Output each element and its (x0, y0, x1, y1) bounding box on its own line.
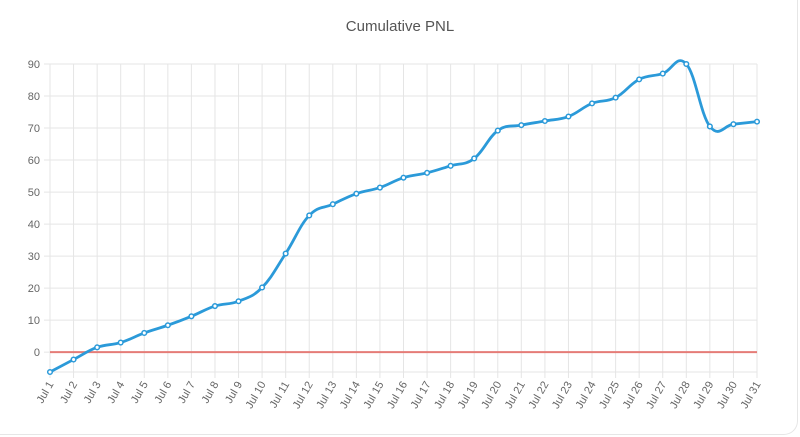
data-point[interactable] (94, 344, 101, 351)
x-tick-label: Jul 18 (432, 380, 457, 411)
y-tick-label: 50 (28, 187, 40, 199)
x-tick-label: Jul 20 (479, 380, 504, 411)
x-tick-label: Jul 21 (503, 380, 528, 411)
data-point[interactable] (164, 322, 171, 329)
data-point[interactable] (259, 284, 266, 291)
x-tick-label: Jul 22 (526, 380, 551, 411)
y-tick-label: 10 (28, 315, 40, 327)
data-point[interactable] (636, 76, 643, 83)
data-point[interactable] (541, 117, 548, 125)
data-point[interactable] (730, 121, 737, 128)
y-tick-label: 90 (28, 59, 40, 71)
data-point[interactable] (659, 70, 666, 77)
x-tick-label: Jul 6 (152, 380, 174, 406)
x-tick-label: Jul 23 (550, 380, 575, 411)
grid-layer (44, 63, 758, 378)
x-tick-label: Jul 8 (200, 380, 222, 406)
x-tick-label: Jul 2 (58, 380, 80, 406)
x-tick-label: Jul 26 (621, 380, 646, 411)
data-point[interactable] (683, 60, 690, 68)
x-tick-label: Jul 30 (715, 380, 740, 411)
y-axis-ticks: 0 10 20 30 40 50 60 70 80 90 (28, 59, 40, 359)
x-tick-label: Jul 1 (35, 380, 57, 406)
series-layer (46, 59, 761, 376)
y-tick-label: 70 (28, 123, 40, 135)
y-tick-label: 60 (28, 155, 40, 167)
data-point[interactable] (306, 212, 313, 219)
data-point[interactable] (588, 100, 596, 107)
x-tick-label: Jul 19 (456, 380, 481, 411)
data-point[interactable] (188, 313, 195, 320)
x-tick-label: Jul 16 (385, 380, 410, 411)
x-tick-label: Jul 10 (244, 380, 269, 411)
y-tick-label: 30 (28, 251, 40, 263)
data-point[interactable] (141, 329, 148, 336)
data-point[interactable] (518, 122, 525, 129)
x-axis-ticks: Jul 1 Jul 2 Jul 3 Jul 4 Jul 5 Jul 6 Jul 7 Jul 8… (35, 380, 764, 411)
data-point[interactable] (706, 123, 713, 130)
y-tick-label: 20 (28, 283, 40, 295)
x-tick-label: Jul 3 (82, 380, 104, 406)
data-point[interactable] (117, 339, 124, 346)
y-tick-label: 40 (28, 219, 40, 231)
data-point[interactable] (612, 94, 619, 101)
x-tick-label: Jul 4 (105, 380, 127, 406)
data-point[interactable] (753, 118, 761, 125)
x-tick-label: Jul 11 (268, 380, 293, 411)
data-point[interactable] (46, 368, 54, 376)
x-tick-label: Jul 24 (574, 380, 599, 411)
data-point[interactable] (282, 250, 289, 257)
x-tick-label: Jul 29 (691, 380, 716, 411)
y-tick-label: 0 (34, 347, 40, 359)
data-point[interactable] (235, 298, 242, 305)
data-point[interactable] (70, 356, 77, 363)
x-tick-label: Jul 5 (129, 380, 151, 406)
x-tick-label: Jul 13 (314, 380, 339, 411)
x-tick-label: Jul 15 (361, 380, 386, 411)
data-point[interactable] (329, 201, 336, 208)
x-tick-label: Jul 14 (338, 380, 363, 411)
data-point[interactable] (400, 174, 407, 181)
data-point[interactable] (565, 113, 572, 120)
data-point[interactable] (376, 184, 383, 191)
x-tick-label: Jul 28 (668, 380, 693, 411)
data-point[interactable] (494, 127, 501, 134)
x-tick-label: Jul 12 (291, 380, 316, 411)
x-tick-label: Jul 9 (223, 380, 245, 406)
chart-title: Cumulative PNL (345, 18, 455, 35)
y-tick-label: 80 (28, 91, 40, 103)
x-tick-label: Jul 27 (644, 380, 669, 411)
data-point[interactable] (471, 155, 478, 162)
x-tick-label: Jul 7 (176, 380, 198, 406)
data-point[interactable] (353, 190, 360, 197)
data-point[interactable] (447, 162, 454, 169)
data-point[interactable] (424, 169, 431, 176)
x-tick-label: Jul 17 (409, 380, 434, 411)
x-tick-label: Jul 31 (739, 380, 764, 411)
data-point[interactable] (211, 302, 219, 310)
x-tick-label: Jul 25 (597, 380, 622, 411)
